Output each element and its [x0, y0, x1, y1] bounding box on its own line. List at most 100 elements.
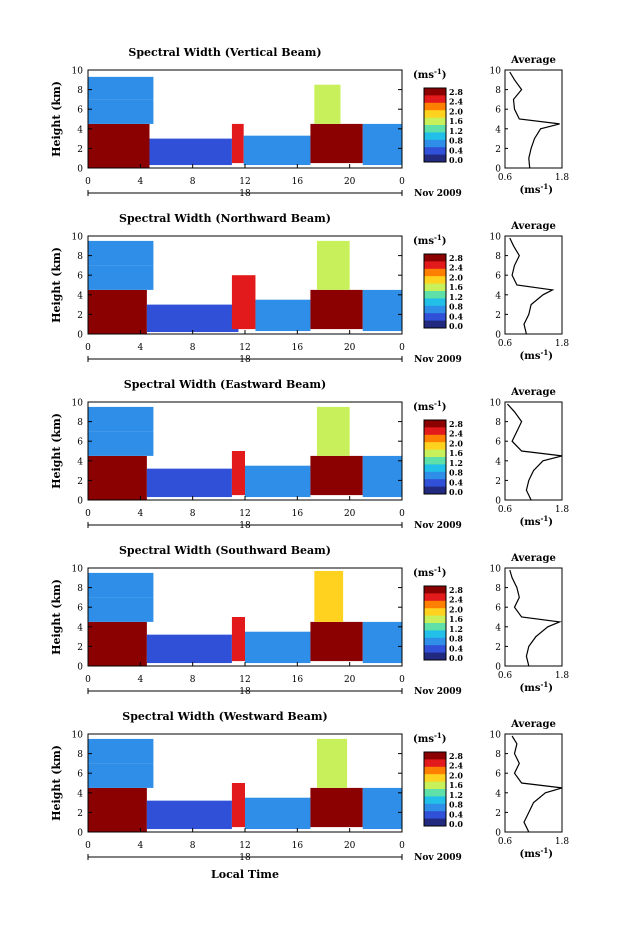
- x-tick-label: 0: [85, 343, 91, 353]
- heatmap-cell: [88, 240, 154, 266]
- colorbar-tick-label: 0.4: [449, 809, 463, 819]
- average-x-unit-base: (ms: [520, 185, 541, 196]
- colorbar-swatch: [424, 298, 446, 307]
- y-tick-label: 8: [77, 418, 83, 428]
- average-x-tick-label: 0.6: [498, 837, 513, 847]
- heatmap-cell: [88, 289, 147, 334]
- y-tick-label: 2: [77, 643, 83, 653]
- colorbar-swatch: [424, 102, 446, 111]
- colorbar-tick-label: 0.8: [449, 800, 463, 810]
- colorbar-swatch: [424, 95, 446, 104]
- colorbar-swatch: [424, 427, 446, 436]
- colorbar-swatch: [424, 789, 446, 797]
- colorbar-swatch: [424, 420, 446, 428]
- average-y-tick-label: 2: [495, 477, 501, 487]
- colorbar-swatch: [424, 449, 446, 458]
- colorbar-swatch: [424, 261, 446, 270]
- date-label: Nov 2009: [414, 355, 462, 365]
- average-x-unit: (ms-1): [520, 182, 553, 196]
- day-label: 18: [239, 355, 251, 365]
- heatmap-cell: [243, 135, 311, 166]
- heatmap-cell: [310, 787, 363, 828]
- average-x-unit-close: ): [548, 185, 553, 196]
- y-tick-label: 0: [77, 497, 83, 507]
- x-tick-label: 4: [137, 343, 143, 353]
- x-tick-label: 8: [190, 177, 196, 187]
- average-y-tick-label: 10: [490, 565, 502, 575]
- average-x-unit-exp: -1: [540, 182, 548, 191]
- colorbar-swatch: [424, 305, 446, 314]
- y-tick-label: 10: [72, 731, 84, 741]
- colorbar-unit: (ms-1): [413, 67, 446, 81]
- colorbar-frame: [423, 419, 447, 495]
- average-y-tick-label: 6: [495, 272, 501, 282]
- panel-title: Spectral Width (Southward Beam): [119, 544, 331, 557]
- colorbar-tick-label: 0.8: [449, 468, 463, 478]
- x-tick-label: 0: [399, 675, 405, 685]
- date-label: Nov 2009: [414, 687, 462, 697]
- colorbar-unit-close: ): [442, 402, 447, 413]
- colorbar-unit: (ms-1): [413, 399, 446, 413]
- heatmap-cell: [146, 468, 232, 498]
- average-y-tick-label: 2: [495, 643, 501, 653]
- heatmap-cell: [88, 621, 147, 666]
- x-tick-label: 20: [344, 675, 356, 685]
- average-profile-line: [509, 71, 560, 169]
- average-x-unit-exp: -1: [540, 846, 548, 855]
- colorbar-tick-label: 0.4: [449, 145, 463, 155]
- average-y-tick-label: 6: [495, 770, 501, 780]
- average-x-unit: (ms-1): [520, 348, 553, 362]
- x-tick-label: 0: [85, 509, 91, 519]
- colorbar-unit: (ms-1): [413, 233, 446, 247]
- average-y-tick-label: 4: [495, 623, 501, 633]
- day-label: 18: [239, 687, 251, 697]
- y-tick-label: 8: [77, 86, 83, 96]
- date-label: Nov 2009: [414, 853, 462, 863]
- colorbar-tick-label: 1.2: [449, 624, 463, 634]
- heatmap-cell: [245, 631, 311, 664]
- x-tick-label: 4: [137, 509, 143, 519]
- heatmap-cell: [362, 787, 402, 830]
- average-profile-line: [509, 569, 562, 667]
- average-y-tick-label: 8: [495, 418, 501, 428]
- average-y-tick-label: 10: [490, 731, 502, 741]
- y-tick-label: 0: [77, 165, 83, 175]
- average-y-tick-label: 0: [495, 829, 501, 839]
- colorbar-unit-close: ): [442, 734, 447, 745]
- colorbar-swatch: [424, 803, 446, 812]
- colorbar-swatch: [424, 139, 446, 148]
- average-y-tick-label: 4: [495, 291, 501, 301]
- day-label: 18: [239, 189, 251, 199]
- heatmap-cell: [88, 406, 154, 432]
- x-tick-label: 12: [239, 177, 250, 187]
- colorbar-unit-close: ): [442, 568, 447, 579]
- average-y-tick-label: 4: [495, 789, 501, 799]
- colorbar-unit: (ms-1): [413, 565, 446, 579]
- colorbar-unit-exp: -1: [434, 565, 442, 574]
- heatmap-cell: [88, 76, 154, 100]
- y-tick-label: 8: [77, 252, 83, 262]
- average-x-tick-label: 1.8: [555, 339, 570, 349]
- y-tick-label: 8: [77, 584, 83, 594]
- y-tick-label: 4: [77, 623, 83, 633]
- colorbar-tick-label: 2.0: [449, 272, 463, 282]
- colorbar-unit-base: (ms: [413, 734, 434, 745]
- panel-title: Spectral Width (Westward Beam): [122, 710, 327, 723]
- x-tick-label: 16: [292, 841, 304, 851]
- colorbar-unit-base: (ms: [413, 568, 434, 579]
- heatmap-cell: [146, 800, 232, 830]
- y-tick-label: 8: [77, 750, 83, 760]
- colorbar-swatch: [424, 471, 446, 480]
- panel-title: Spectral Width (Vertical Beam): [128, 46, 321, 59]
- y-tick-label: 10: [72, 399, 84, 409]
- y-tick-label: 2: [77, 809, 83, 819]
- average-x-unit-base: (ms: [520, 517, 541, 528]
- x-tick-label: 12: [239, 509, 250, 519]
- heatmap-cell: [88, 787, 147, 832]
- average-profile-line: [511, 735, 563, 833]
- heatmap-cell: [88, 597, 154, 622]
- colorbar-tick-label: 2.4: [449, 263, 463, 273]
- heatmap-cell: [245, 797, 311, 830]
- colorbar-swatch: [424, 766, 446, 775]
